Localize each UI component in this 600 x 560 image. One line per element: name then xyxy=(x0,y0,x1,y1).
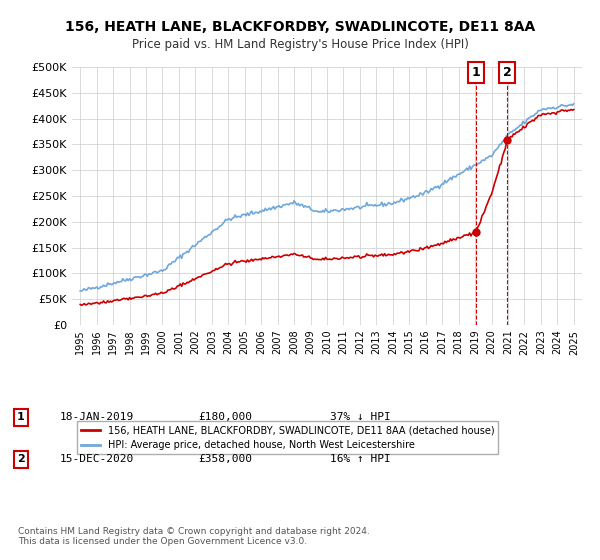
Text: 15-DEC-2020: 15-DEC-2020 xyxy=(60,454,134,464)
Text: 18-JAN-2019: 18-JAN-2019 xyxy=(60,412,134,422)
Text: 16% ↑ HPI: 16% ↑ HPI xyxy=(330,454,391,464)
Text: 2: 2 xyxy=(503,66,512,79)
Text: 2: 2 xyxy=(17,454,25,464)
Text: 1: 1 xyxy=(17,412,25,422)
Text: 156, HEATH LANE, BLACKFORDBY, SWADLINCOTE, DE11 8AA: 156, HEATH LANE, BLACKFORDBY, SWADLINCOT… xyxy=(65,20,535,34)
Text: Contains HM Land Registry data © Crown copyright and database right 2024.
This d: Contains HM Land Registry data © Crown c… xyxy=(18,526,370,546)
Legend: 156, HEATH LANE, BLACKFORDBY, SWADLINCOTE, DE11 8AA (detached house), HPI: Avera: 156, HEATH LANE, BLACKFORDBY, SWADLINCOT… xyxy=(77,421,499,454)
Text: £358,000: £358,000 xyxy=(198,454,252,464)
Text: 37% ↓ HPI: 37% ↓ HPI xyxy=(330,412,391,422)
Text: 1: 1 xyxy=(472,66,480,79)
Text: £180,000: £180,000 xyxy=(198,412,252,422)
Text: Price paid vs. HM Land Registry's House Price Index (HPI): Price paid vs. HM Land Registry's House … xyxy=(131,38,469,51)
